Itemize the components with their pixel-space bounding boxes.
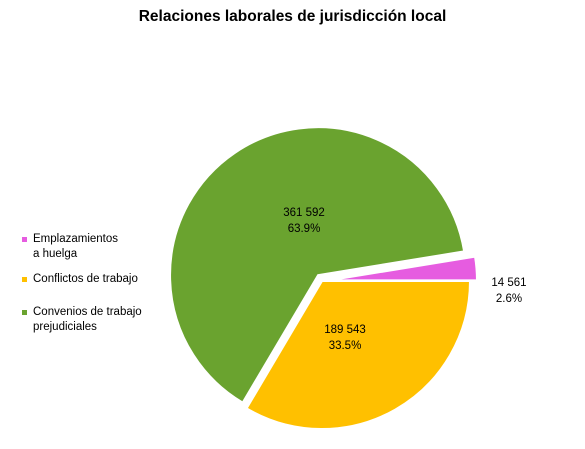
legend-label-conflictos: Conflictos de trabajo — [33, 273, 138, 285]
legend-swatch-convenios — [22, 310, 27, 315]
slice-conflictos — [245, 280, 472, 430]
legend-label-convenios: Convenios de trabajo prejudiciales — [33, 306, 142, 333]
data-label-conflictos: 189 543 33.5% — [324, 324, 366, 352]
legend-item-emplazamientos: Emplazamientos a huelga — [22, 232, 142, 262]
data-label-percent-convenios: 63.9% — [288, 223, 321, 235]
slice-emplazamientos — [328, 255, 478, 282]
legend-item-conflictos: Conflictos de trabajo — [22, 272, 142, 287]
legend-swatch-conflictos — [22, 277, 27, 282]
legend-label-emplazamientos: Emplazamientos a huelga — [33, 233, 119, 260]
legend-swatch-emplazamientos — [22, 237, 27, 242]
data-label-percent-emplazamientos: 2.6% — [496, 293, 522, 305]
data-label-convenios: 361 592 63.9% — [283, 207, 325, 235]
data-label-value-conflictos: 189 543 — [324, 324, 366, 336]
data-label-value-convenios: 361 592 — [283, 207, 325, 219]
data-label-percent-conflictos: 33.5% — [329, 340, 362, 352]
data-label-emplazamientos: 14 561 2.6% — [491, 277, 526, 305]
chart-title: Relaciones laborales de jurisdicción loc… — [138, 8, 447, 25]
chart-legend: Emplazamientos a huelga Conflictos de tr… — [22, 232, 142, 335]
data-label-value-emplazamientos: 14 561 — [491, 277, 526, 289]
slice-convenios — [169, 126, 466, 404]
legend-item-convenios: Convenios de trabajo prejudiciales — [22, 305, 142, 335]
